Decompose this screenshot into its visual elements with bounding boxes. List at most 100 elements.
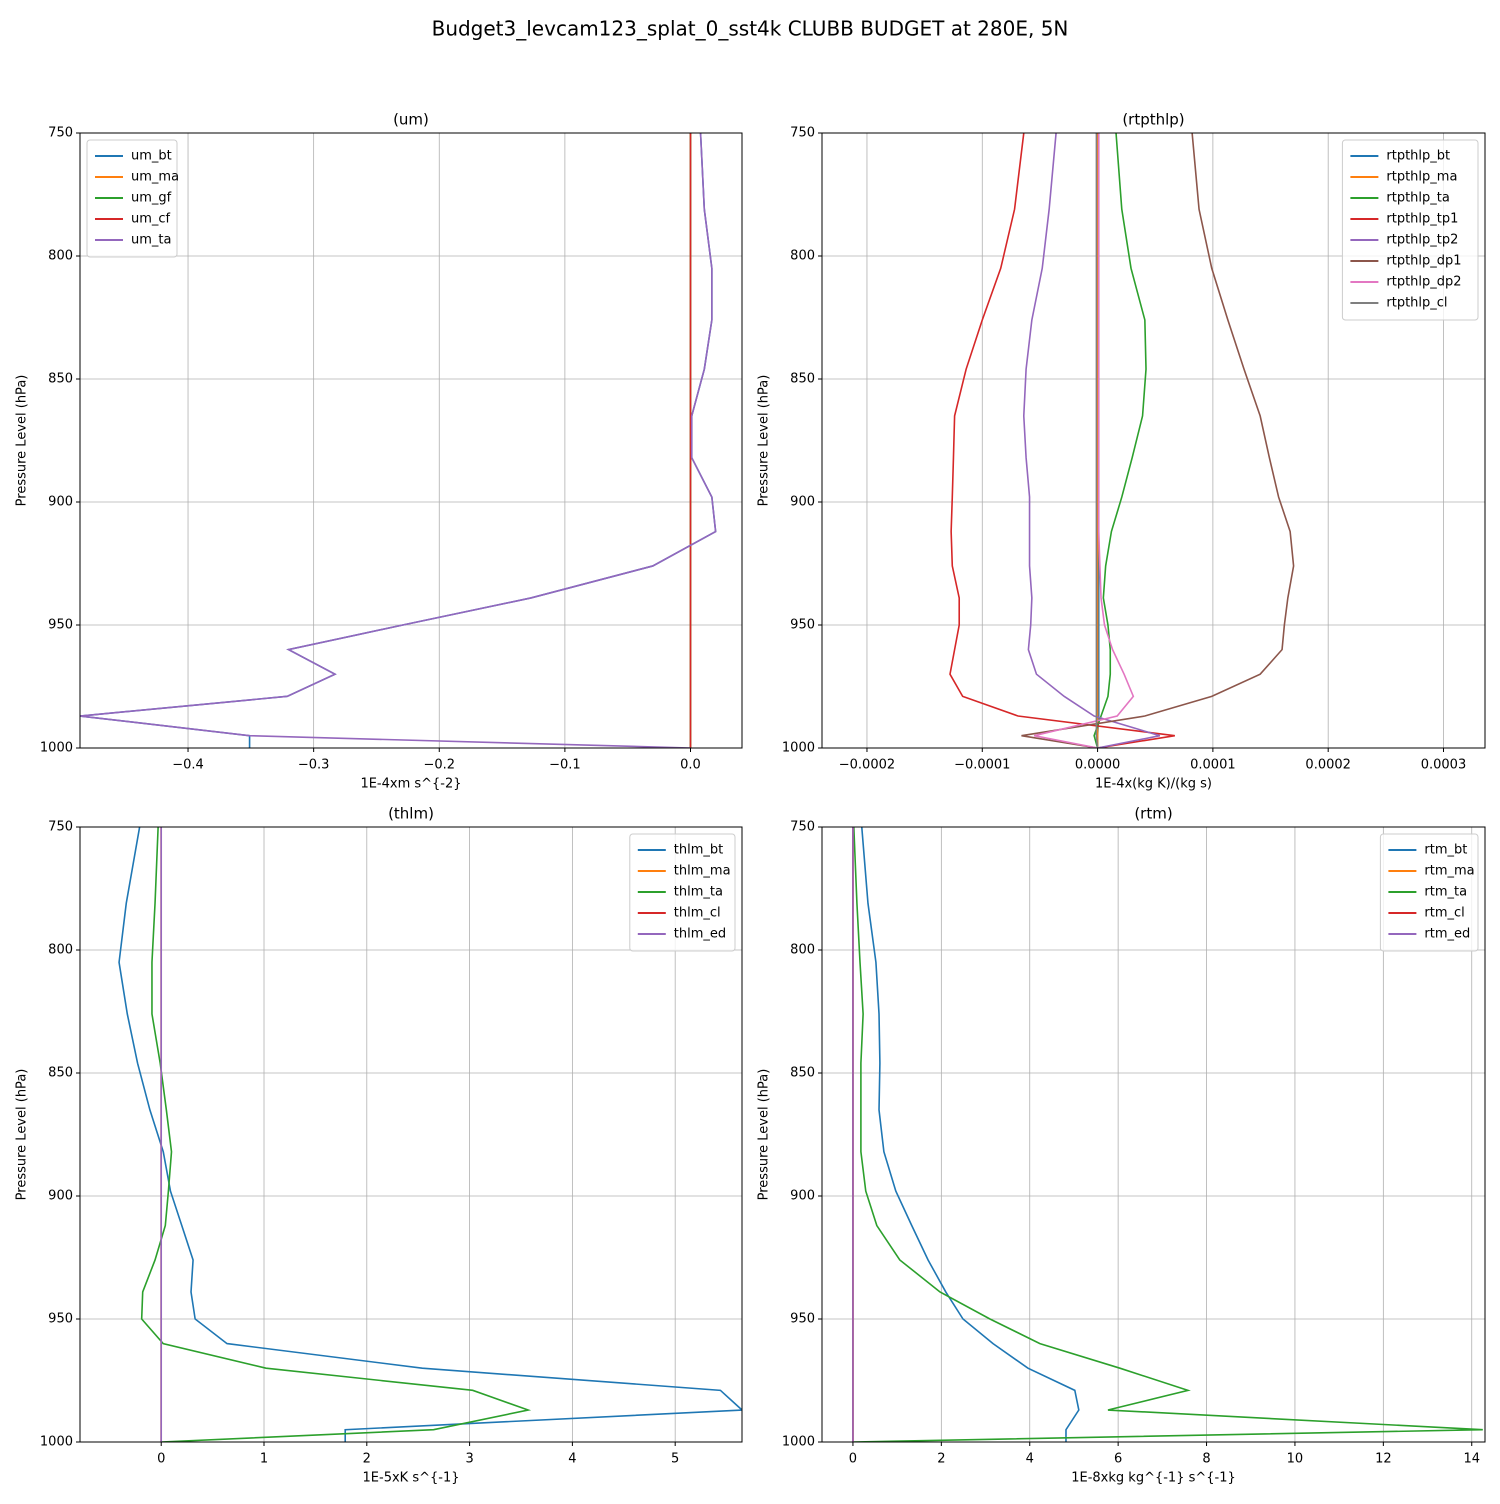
- axes-frame: [821, 132, 1486, 749]
- x-tick-label: 2: [937, 1452, 945, 1467]
- y-tick-label: 850: [48, 1066, 73, 1081]
- y-tick-label: 800: [48, 943, 73, 958]
- x-axis-label: 1E-5xK s^{-1}: [363, 1471, 460, 1486]
- panel: −0.4 −0.3 −0.2 −0.1 0.0 750 800 850 900 950 1000 (u…: [15, 111, 743, 792]
- legend-box: [1379, 833, 1479, 952]
- y-tick-label: 750: [48, 126, 73, 141]
- legend-label: rtpthlp_bt: [1386, 149, 1450, 164]
- data-line: [1021, 133, 1295, 748]
- data-line: [1093, 133, 1147, 748]
- x-tick-label: 0.0002: [1305, 758, 1351, 773]
- legend-label: rtm_ta: [1424, 885, 1467, 900]
- legend-label: rtpthlp_ta: [1386, 191, 1449, 206]
- legend-label: rtm_ma: [1424, 864, 1474, 879]
- x-axis-label: 1E-4x(kg K)/(kg s): [1095, 777, 1212, 792]
- legend-box: [86, 139, 178, 258]
- x-tick-label: 5: [671, 1452, 679, 1467]
- x-tick-label: −0.1: [549, 758, 581, 773]
- y-tick-label: 1000: [40, 741, 73, 756]
- y-tick-label: 1000: [782, 1435, 815, 1450]
- data-line: [1033, 133, 1135, 748]
- legend-label: thlm_cl: [674, 906, 721, 921]
- x-tick-label: 0: [157, 1452, 165, 1467]
- y-tick-label: 900: [790, 495, 815, 510]
- y-tick-label: 850: [48, 372, 73, 387]
- x-tick-label: 12: [1375, 1452, 1392, 1467]
- y-tick-label: 850: [790, 372, 815, 387]
- y-axis-label: Pressure Level (hPa): [757, 375, 772, 507]
- x-tick-label: 8: [1202, 1452, 1210, 1467]
- x-tick-label: 4: [568, 1452, 576, 1467]
- x-tick-label: 0: [849, 1452, 857, 1467]
- legend-label: rtpthlp_ma: [1386, 170, 1457, 185]
- legend-label: rtpthlp_cl: [1386, 296, 1447, 311]
- x-tick-label: 1: [260, 1452, 268, 1467]
- axes-title: (rtpthlp): [1122, 111, 1184, 129]
- legend-label: thlm_ed: [674, 927, 726, 942]
- figure-title: Budget3_levcam123_splat_0_sst4k CLUBB BU…: [432, 17, 1069, 41]
- y-tick-label: 1000: [782, 741, 815, 756]
- data-line: [1022, 133, 1161, 748]
- y-tick-label: 800: [790, 249, 815, 264]
- panel: −0.0002 −0.0001 0.0000 0.0001 0.0002 0.0003 75…: [757, 111, 1486, 792]
- y-tick-label: 1000: [40, 1435, 73, 1450]
- x-tick-label: −0.0002: [839, 758, 895, 773]
- legend: thlm_bt thlm_ma thlm_ta thlm_cl thlm_ed: [629, 833, 736, 952]
- data-line: [118, 827, 742, 1442]
- data-line: [1095, 133, 1099, 748]
- y-tick-label: 850: [790, 1066, 815, 1081]
- axes-frame: [79, 826, 743, 1443]
- legend-label: thlm_ma: [674, 864, 731, 879]
- y-axis-label: Pressure Level (hPa): [15, 1069, 30, 1201]
- y-tick-label: 900: [48, 1189, 73, 1204]
- y-tick-label: 750: [790, 126, 815, 141]
- y-axis-label: Pressure Level (hPa): [757, 1069, 772, 1201]
- x-tick-label: 0.0003: [1421, 758, 1467, 773]
- legend: rtm_bt rtm_ma rtm_ta rtm_cl rtm_ed: [1379, 833, 1479, 952]
- legend: um_bt um_ma um_gf um_cf um_ta: [86, 139, 179, 258]
- x-tick-label: −0.0001: [954, 758, 1010, 773]
- panel: 0 2 4 6 8 10 12 14 750 800 850 900 950 1000 (rtm) 1E-8x…: [757, 805, 1486, 1486]
- y-tick-label: 800: [48, 249, 73, 264]
- y-tick-label: 750: [790, 820, 815, 835]
- legend-label: rtpthlp_tp1: [1386, 212, 1458, 227]
- legend-label: rtm_cl: [1424, 906, 1464, 921]
- x-axis-label: 1E-4xm s^{-2}: [360, 777, 461, 792]
- x-tick-label: −0.4: [172, 758, 204, 773]
- y-tick-label: 950: [48, 1312, 73, 1327]
- legend: rtpthlp_bt rtpthlp_ma rtpthlp_ta rtpthlp_tp…: [1341, 139, 1479, 321]
- panel: 0 1 2 3 4 5 750 800 850 900 950 1000 (thlm) 1E-5xK s^…: [15, 805, 743, 1486]
- legend-label: um_ta: [131, 233, 171, 248]
- x-tick-label: 6: [1114, 1452, 1122, 1467]
- x-tick-label: 14: [1463, 1452, 1480, 1467]
- legend-box: [629, 833, 736, 952]
- x-tick-label: 4: [1026, 1452, 1034, 1467]
- legend-label: rtpthlp_dp2: [1386, 275, 1461, 290]
- legend-label: rtm_bt: [1424, 843, 1467, 858]
- data-line: [949, 133, 1175, 748]
- legend-box: [1341, 139, 1479, 321]
- data-line: [80, 133, 717, 748]
- axes-title: (um): [393, 111, 429, 129]
- axes-title: (rtm): [1134, 805, 1172, 823]
- data-line: [852, 827, 1483, 1442]
- y-tick-label: 950: [790, 1312, 815, 1327]
- y-tick-label: 950: [790, 618, 815, 633]
- legend-label: rtm_ed: [1424, 927, 1470, 942]
- legend-label: thlm_ta: [674, 885, 723, 900]
- x-tick-label: 0.0: [680, 758, 701, 773]
- legend-label: um_bt: [131, 149, 172, 164]
- legend-label: um_cf: [131, 212, 171, 227]
- axes-frame: [79, 132, 743, 749]
- legend-label: thlm_bt: [674, 843, 723, 858]
- x-tick-label: 10: [1287, 1452, 1304, 1467]
- x-tick-label: 0.0000: [1075, 758, 1121, 773]
- x-tick-label: −0.3: [298, 758, 330, 773]
- y-tick-label: 900: [48, 495, 73, 510]
- y-axis-label: Pressure Level (hPa): [15, 375, 30, 507]
- legend-label: um_ma: [131, 170, 179, 185]
- axes-frame: [821, 826, 1486, 1443]
- x-tick-label: 0.0001: [1190, 758, 1236, 773]
- legend-label: rtpthlp_tp2: [1386, 233, 1458, 248]
